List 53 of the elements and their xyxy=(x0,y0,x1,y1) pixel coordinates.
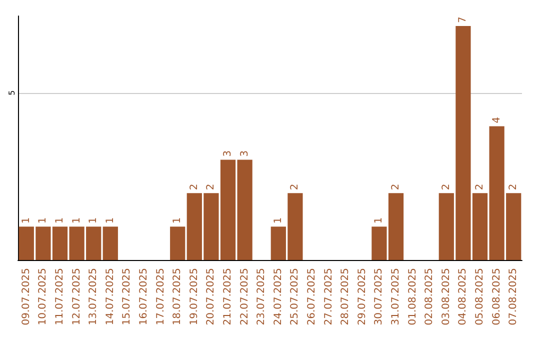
x-tick-label: 14.07.2025 xyxy=(104,268,116,326)
data-label: 1 xyxy=(71,217,82,224)
data-label: 4 xyxy=(491,116,502,124)
x-tick-label: 31.07.2025 xyxy=(390,268,402,326)
x-tick-label: 06.08.2025 xyxy=(491,268,502,326)
data-label: 2 xyxy=(206,184,217,190)
x-tick-label: 05.08.2025 xyxy=(474,268,486,326)
data-label: 1 xyxy=(172,217,184,224)
x-tick-label: 30.07.2025 xyxy=(374,268,385,326)
x-tick-label: 18.07.2025 xyxy=(172,268,184,326)
data-label: 7 xyxy=(458,16,469,24)
x-tick-label: 12.07.2025 xyxy=(71,268,82,326)
bar xyxy=(102,226,118,260)
data-label: 1 xyxy=(104,217,116,224)
x-tick-label: 19.07.2025 xyxy=(188,268,200,326)
data-label: 1 xyxy=(374,217,385,224)
data-label: 2 xyxy=(440,184,452,190)
x-tick-label: 23.07.2025 xyxy=(256,268,268,326)
data-label: 2 xyxy=(390,184,402,190)
x-tick-label: 17.07.2025 xyxy=(155,268,166,326)
data-label: 2 xyxy=(188,184,200,190)
data-label: 2 xyxy=(474,184,486,190)
x-tick-label: 20.07.2025 xyxy=(206,268,217,326)
data-label: 1 xyxy=(54,217,66,224)
x-tick-label: 28.07.2025 xyxy=(340,268,352,326)
x-tick-label: 04.08.2025 xyxy=(458,268,469,326)
data-label: 3 xyxy=(239,150,250,157)
x-tick-label: 07.08.2025 xyxy=(508,268,520,326)
x-tick-label: 21.07.2025 xyxy=(222,268,234,326)
x-tick-label: 11.07.2025 xyxy=(54,268,66,326)
x-tick-label: 02.08.2025 xyxy=(424,268,436,326)
data-label: 1 xyxy=(38,217,49,224)
x-tick-label: 27.07.2025 xyxy=(323,268,334,326)
y-tick-label: 5 xyxy=(8,90,16,96)
data-label: 1 xyxy=(20,217,32,224)
x-tick-label: 10.07.2025 xyxy=(38,268,49,326)
x-tick-label: 26.07.2025 xyxy=(306,268,318,326)
x-tick-label: 09.07.2025 xyxy=(20,268,32,326)
x-tick-label: 29.07.2025 xyxy=(356,268,368,326)
x-tick-label: 16.07.2025 xyxy=(138,268,150,326)
data-label: 2 xyxy=(508,184,520,190)
x-tick-label: 15.07.2025 xyxy=(122,268,133,326)
x-tick-label: 22.07.2025 xyxy=(239,268,250,326)
data-label: 3 xyxy=(222,150,234,157)
x-tick-label: 25.07.2025 xyxy=(290,268,301,326)
data-label: 1 xyxy=(272,217,284,224)
x-tick-label: 03.08.2025 xyxy=(440,268,452,326)
bar xyxy=(170,226,186,260)
x-tick-label: 01.08.2025 xyxy=(407,268,418,326)
data-label: 2 xyxy=(290,184,301,190)
x-tick-label: 13.07.2025 xyxy=(88,268,100,326)
data-label: 1 xyxy=(88,217,100,224)
x-tick-label: 24.07.2025 xyxy=(272,268,284,326)
